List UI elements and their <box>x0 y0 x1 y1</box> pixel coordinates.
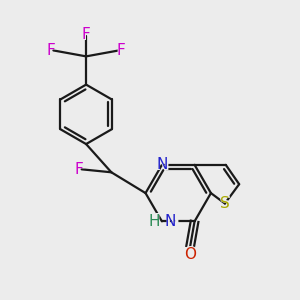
Text: F: F <box>82 27 91 42</box>
Text: F: F <box>75 162 84 177</box>
Text: H: H <box>146 212 160 230</box>
Text: F: F <box>117 43 125 58</box>
Text: S: S <box>218 194 231 212</box>
Text: F: F <box>115 41 127 59</box>
Text: F: F <box>80 26 92 44</box>
Text: O: O <box>184 247 196 262</box>
Text: F: F <box>73 160 86 178</box>
Text: F: F <box>46 43 56 58</box>
Text: N: N <box>165 212 180 230</box>
Text: N: N <box>154 156 169 174</box>
Text: O: O <box>182 245 198 263</box>
Text: N: N <box>165 214 176 229</box>
Text: F: F <box>45 41 57 59</box>
Text: N: N <box>156 158 168 172</box>
Text: S: S <box>220 196 230 211</box>
Text: H: H <box>149 214 161 229</box>
